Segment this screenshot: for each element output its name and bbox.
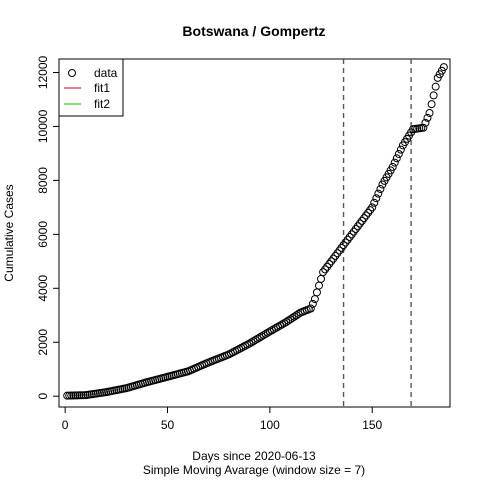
x-tick-label: 50 bbox=[161, 418, 175, 432]
x-axis-label: Days since 2020-06-13 bbox=[192, 449, 316, 463]
y-tick-label: 2000 bbox=[36, 329, 50, 356]
x-tick-label: 0 bbox=[62, 418, 69, 432]
y-tick-label: 8000 bbox=[36, 167, 50, 194]
data-point bbox=[432, 83, 439, 90]
y-tick-label: 12000 bbox=[36, 55, 50, 89]
data-point bbox=[393, 155, 400, 162]
data-point bbox=[371, 199, 378, 206]
data-point bbox=[428, 101, 435, 108]
data-point bbox=[430, 92, 437, 99]
y-axis: 0 2000 4000 6000 8000 10000 12000 bbox=[36, 55, 59, 399]
legend: data fit1 fit2 bbox=[59, 59, 123, 116]
legend-label-data: data bbox=[94, 66, 118, 80]
y-tick-label: 0 bbox=[36, 393, 50, 400]
y-tick-label: 6000 bbox=[36, 221, 50, 248]
x-axis: 0 50 100 150 bbox=[62, 407, 383, 432]
data-point bbox=[318, 275, 325, 282]
data-point bbox=[391, 159, 398, 166]
y-tick-label: 10000 bbox=[36, 109, 50, 143]
vertical-lines bbox=[344, 59, 412, 407]
legend-label-fit1: fit1 bbox=[94, 81, 110, 95]
y-axis-label: Cumulative Cases bbox=[2, 184, 16, 281]
x-axis-sublabel: Simple Moving Avarage (window size = 7) bbox=[143, 463, 365, 477]
chart-title: Botswana / Gompertz bbox=[182, 23, 325, 39]
data-point bbox=[377, 186, 384, 193]
data-point bbox=[373, 195, 380, 202]
x-tick-label: 150 bbox=[362, 418, 382, 432]
data-point bbox=[375, 190, 382, 197]
data-point bbox=[397, 146, 404, 153]
data-point bbox=[313, 289, 320, 296]
x-tick-label: 100 bbox=[260, 418, 280, 432]
data-point bbox=[395, 150, 402, 157]
data-point bbox=[315, 282, 322, 289]
legend-label-fit2: fit2 bbox=[94, 97, 110, 111]
y-tick-label: 4000 bbox=[36, 275, 50, 302]
